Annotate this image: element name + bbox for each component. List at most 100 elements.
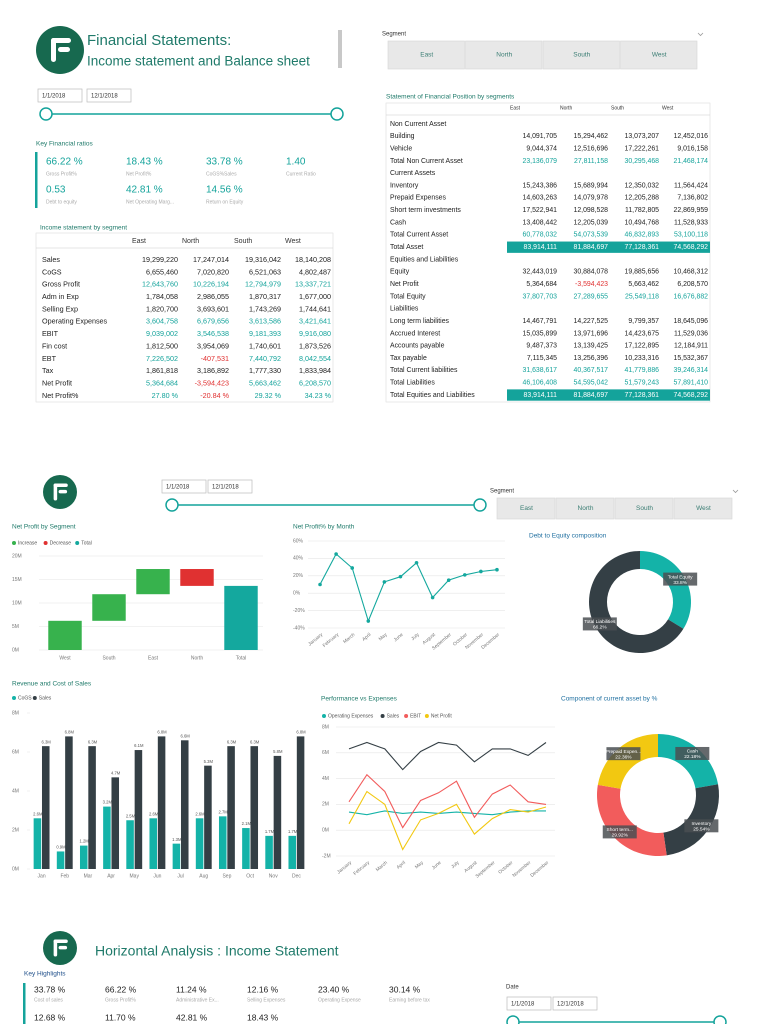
x-tick-label: March [375, 860, 389, 873]
y-tick-label: 0% [293, 591, 301, 597]
cell: 6,208,570 [677, 281, 708, 288]
line-series [319, 553, 498, 623]
line-marker [462, 573, 467, 577]
chart-title: Debt to Equity composition [529, 533, 607, 540]
cell: 14,079,978 [574, 195, 609, 202]
bar [218, 816, 227, 869]
line-marker [366, 619, 371, 623]
slider-handle[interactable] [713, 1015, 727, 1024]
cell: 5,663,462 [628, 281, 659, 288]
slicer-button[interactable] [555, 497, 615, 520]
date-input[interactable] [37, 88, 83, 103]
slice-value: 29.92% [612, 833, 629, 839]
slice-value: 33.8% [673, 580, 687, 586]
logo-bar [53, 483, 68, 488]
date-input[interactable] [86, 88, 132, 103]
logo-bar [53, 939, 58, 957]
slice-value: 22.36% [615, 754, 632, 760]
slicer-button[interactable] [620, 40, 698, 70]
cell: 3,421,641 [299, 317, 331, 326]
kpi-value: 33.78 % [34, 984, 66, 994]
date-text: 1/1/2018 [42, 94, 66, 100]
y-tick-label: 6M [322, 750, 329, 756]
cell: 12,205,288 [625, 195, 660, 202]
cell: 53,100,118 [674, 232, 708, 239]
row-label: Equities and Liabilities [390, 256, 459, 263]
cell: 3,186,892 [197, 366, 229, 375]
x-tick-label: Dec [292, 873, 301, 879]
cell: 5,663,462 [249, 379, 281, 388]
x-tick-label: October [497, 860, 514, 876]
slicer-button[interactable] [387, 40, 465, 70]
data-label: 6.3M [88, 739, 98, 744]
slicer-option: South [573, 52, 590, 59]
page-subtitle: Income statement and Balance sheet [87, 54, 310, 69]
date-input[interactable] [506, 996, 552, 1011]
kpi-value: 12.68 % [34, 1012, 66, 1022]
donut-slice [658, 734, 719, 789]
cell: 10,226,194 [193, 280, 229, 289]
slicer-option: North [578, 505, 594, 512]
slicer-option: South [636, 505, 653, 512]
cell: 9,916,080 [299, 329, 331, 338]
row-label: Gross Profit [42, 280, 80, 289]
slider-handle[interactable] [330, 107, 344, 121]
bar [134, 750, 143, 869]
page-title: Financial Statements: [87, 32, 231, 49]
bar [288, 835, 297, 869]
row-label: Vehicle [390, 145, 412, 152]
chart-title: Revenue and Cost of Sales [12, 681, 92, 688]
logo-bar [58, 489, 68, 494]
row-label: Prepaid Expenses [390, 195, 446, 202]
slicer-button[interactable] [614, 497, 674, 520]
line-marker [495, 567, 499, 572]
legend-label: EBIT [410, 713, 421, 719]
cell: 3,954,069 [197, 341, 229, 350]
legend-swatch [43, 541, 48, 545]
column-header: North [182, 238, 199, 245]
cell: 31,638,617 [523, 367, 558, 374]
slicer-button[interactable] [465, 40, 543, 70]
y-tick-label: 4M [322, 776, 329, 782]
x-tick-label: December [480, 632, 501, 651]
section-title: Key Financial ratios [36, 141, 93, 148]
cell: -3,594,423 [575, 281, 608, 288]
x-tick-label: April [361, 632, 372, 643]
y-tick-label: 20M [12, 553, 22, 559]
bar [195, 818, 204, 869]
label-box [606, 747, 641, 761]
date-input[interactable] [207, 479, 253, 494]
cell: 77,128,361 [625, 392, 660, 399]
date-input[interactable] [552, 996, 598, 1011]
logo-bar [58, 945, 68, 950]
slider-handle[interactable] [39, 107, 53, 121]
slicer-button[interactable] [673, 497, 733, 520]
kpi-value: 11.70 % [105, 1012, 136, 1022]
cell: 4,802,487 [299, 267, 331, 276]
slider-handle[interactable] [165, 498, 179, 512]
row-label: Total Liabilities [390, 380, 435, 387]
accent-bar [35, 152, 38, 208]
legend-swatch [404, 714, 409, 718]
total-row-bg [507, 389, 710, 401]
slice-value: 25.54% [693, 827, 710, 833]
row-label: Equity [390, 269, 410, 276]
date-input[interactable] [161, 479, 207, 494]
cell: 81,884,697 [574, 244, 609, 251]
row-label: Net Profit [42, 379, 72, 388]
x-tick-label: Nov [269, 873, 278, 879]
line-marker [350, 566, 355, 570]
data-label: 6.3M [227, 739, 237, 744]
slider-handle[interactable] [473, 498, 487, 512]
data-label: 2.6M [149, 811, 159, 816]
kpi-value: 18.43 % [126, 157, 163, 168]
bar [149, 818, 158, 869]
cell: 15,243,386 [523, 182, 558, 189]
cell: 1,784,058 [146, 292, 178, 301]
slicer-button[interactable] [542, 40, 620, 70]
slicer-button[interactable] [496, 497, 556, 520]
slider-handle[interactable] [506, 1015, 520, 1024]
cell: 12,350,032 [625, 182, 660, 189]
filter-label: Date [506, 985, 519, 991]
accent-bar [23, 983, 26, 1024]
